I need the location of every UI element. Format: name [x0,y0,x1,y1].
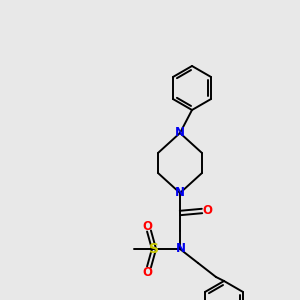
Text: S: S [149,242,159,256]
Text: N: N [175,127,185,140]
Text: O: O [202,205,212,218]
Text: O: O [142,220,152,232]
Text: O: O [142,266,152,278]
Text: N: N [176,242,186,256]
Text: N: N [175,187,185,200]
